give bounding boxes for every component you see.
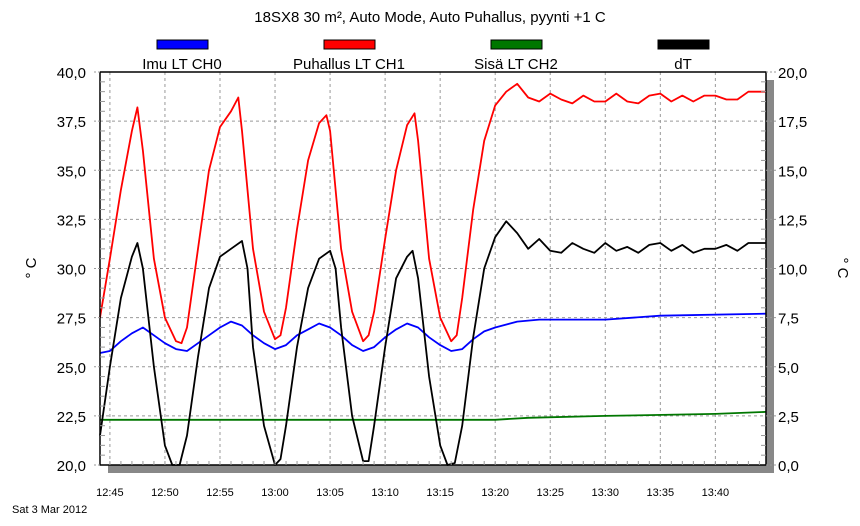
y-tick-label: 20,0 — [57, 458, 86, 475]
x-tick-label: 12:45 — [96, 487, 124, 499]
x-tick-label: 13:35 — [647, 487, 675, 499]
y2-tick-label: 15,0 — [778, 163, 807, 180]
y2-tick-label: 5,0 — [778, 360, 799, 377]
x-tick-label: 13:25 — [536, 487, 564, 499]
x-tick-label: 13:05 — [316, 487, 344, 499]
x-tick-label: 13:00 — [261, 487, 289, 499]
x-tick-label: 13:15 — [426, 487, 454, 499]
x-tick-label: 13:40 — [702, 487, 730, 499]
x-tick-label: 13:20 — [481, 487, 509, 499]
legend-label: Imu LT CH0 — [142, 56, 221, 73]
series-layer — [99, 82, 767, 466]
legend: Imu LT CH0 Puhallus LT CH1 Sisä LT CH2 dT — [142, 39, 710, 73]
series-line-sis-lt-ch2 — [100, 411, 767, 421]
plot-shadow-bottom — [108, 465, 774, 473]
y2-tick-label: 7,5 — [778, 311, 799, 328]
y-tick-label: 37,5 — [57, 114, 86, 131]
series-line-dt — [99, 220, 766, 466]
x-tick-label: 12:50 — [151, 487, 179, 499]
plot-shadow-right — [766, 80, 774, 473]
legend-swatch — [323, 39, 376, 50]
legend-swatch — [490, 39, 543, 50]
y-tick-label: 25,0 — [57, 360, 86, 377]
axes: 20,0 0,0 22,5 2,5 25,0 5,0 27,5 7,5 30,0 10,0 32,5… — [57, 65, 807, 499]
y-tick-label: 30,0 — [57, 262, 86, 279]
x-tick-label: 13:30 — [592, 487, 620, 499]
x-tick-label: 12:55 — [206, 487, 234, 499]
y2-tick-label: 2,5 — [778, 409, 799, 426]
y2-axis-label: ° C — [834, 258, 851, 279]
y-axis-label: ° C — [23, 257, 40, 278]
y2-tick-label: 12,5 — [778, 212, 807, 229]
legend-label: Sisä LT CH2 — [474, 56, 558, 73]
y2-tick-label: 20,0 — [778, 65, 807, 82]
y-tick-label: 35,0 — [57, 163, 86, 180]
date-label: Sat 3 Mar 2012 — [12, 504, 87, 516]
legend-swatch — [657, 39, 710, 50]
y2-tick-label: 17,5 — [778, 114, 807, 131]
chart-title: 18SX8 30 m², Auto Mode, Auto Puhallus, p… — [254, 9, 606, 26]
legend-label: dT — [674, 56, 692, 73]
legend-swatch — [156, 39, 209, 50]
y-tick-label: 22,5 — [57, 409, 86, 426]
y-tick-label: 32,5 — [57, 212, 86, 229]
x-tick-label: 13:10 — [371, 487, 399, 499]
legend-label: Puhallus LT CH1 — [293, 56, 405, 73]
y2-tick-label: 10,0 — [778, 262, 807, 279]
series-line-puhallus-lt-ch1 — [99, 82, 766, 345]
y2-tick-label: 0,0 — [778, 458, 799, 475]
series-line-imu-lt-ch0 — [99, 312, 767, 354]
y-tick-label: 27,5 — [57, 311, 86, 328]
grid — [100, 72, 766, 465]
y-tick-label: 40,0 — [57, 65, 86, 82]
